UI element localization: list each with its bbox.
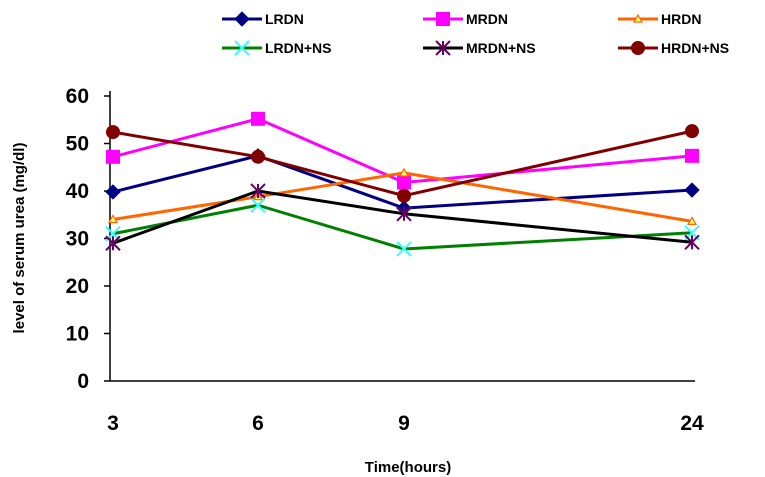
data-point bbox=[397, 188, 411, 203]
data-point bbox=[106, 149, 120, 164]
data-point bbox=[397, 175, 411, 190]
legend-marker bbox=[234, 11, 250, 27]
series-line bbox=[112, 171, 693, 223]
data-point bbox=[250, 197, 266, 213]
x-tick-label: 6 bbox=[252, 412, 264, 435]
series-line bbox=[112, 154, 693, 210]
y-tick-label: 50 bbox=[66, 133, 89, 156]
legend-item: HRDN bbox=[618, 11, 701, 27]
series-group bbox=[105, 111, 700, 257]
series-line bbox=[112, 189, 693, 245]
legend-marker bbox=[436, 12, 450, 26]
y-axis-label: level of serum urea (mg/dl) bbox=[11, 143, 28, 334]
legend-label: HRDN bbox=[661, 11, 701, 27]
x-tick-label: 9 bbox=[398, 412, 410, 435]
data-point bbox=[686, 216, 698, 225]
legend-label: MRDN+NS bbox=[466, 40, 536, 56]
x-axis-label: Time(hours) bbox=[365, 459, 451, 476]
data-point bbox=[685, 124, 699, 139]
data-point bbox=[105, 235, 121, 251]
legend: LRDN MRDN HRDN LRDN+NS MRDN+NS HRDN+NS bbox=[222, 11, 729, 56]
series-mrdn bbox=[106, 111, 699, 190]
legend-marker bbox=[435, 40, 451, 56]
y-tick-label: 20 bbox=[66, 275, 89, 298]
legend-marker bbox=[631, 41, 645, 55]
legend-marker bbox=[234, 40, 250, 56]
data-point bbox=[106, 125, 120, 140]
data-point bbox=[396, 206, 412, 222]
x-tick-label: 3 bbox=[107, 412, 119, 435]
y-tick-label: 30 bbox=[66, 228, 89, 251]
y-tick-label: 60 bbox=[66, 85, 89, 108]
data-point bbox=[685, 148, 699, 163]
data-point bbox=[396, 241, 412, 257]
series-hrdn-plus-ns bbox=[106, 124, 699, 203]
legend-item: HRDN+NS bbox=[618, 40, 729, 56]
data-point bbox=[684, 182, 700, 198]
data-point bbox=[251, 111, 265, 126]
y-tick-label: 40 bbox=[66, 180, 89, 203]
series-line bbox=[112, 129, 693, 198]
y-tick-label: 0 bbox=[77, 370, 89, 393]
series-line bbox=[112, 203, 693, 251]
data-point bbox=[105, 184, 121, 200]
legend-label: MRDN bbox=[466, 11, 508, 27]
series-line bbox=[112, 117, 693, 184]
legend-item: MRDN bbox=[423, 11, 508, 27]
data-point bbox=[398, 167, 410, 177]
data-point bbox=[107, 214, 119, 224]
legend-marker bbox=[632, 13, 644, 23]
y-tick-label: 10 bbox=[66, 323, 89, 346]
series-hrdn bbox=[107, 167, 698, 225]
legend-label: LRDN+NS bbox=[265, 40, 332, 56]
x-tick-label: 24 bbox=[680, 412, 704, 435]
data-point bbox=[251, 149, 265, 164]
data-point bbox=[684, 234, 700, 251]
legend-item: MRDN+NS bbox=[423, 40, 536, 56]
series-mrdn-plus-ns bbox=[105, 183, 700, 251]
legend-item: LRDN+NS bbox=[222, 40, 332, 56]
legend-label: HRDN+NS bbox=[661, 40, 729, 56]
legend-item: LRDN bbox=[222, 11, 304, 27]
axes: 0 10 20 30 40 50 60 3 6 9 24 bbox=[66, 85, 704, 435]
legend-label: LRDN bbox=[265, 11, 304, 27]
data-point bbox=[250, 183, 266, 199]
